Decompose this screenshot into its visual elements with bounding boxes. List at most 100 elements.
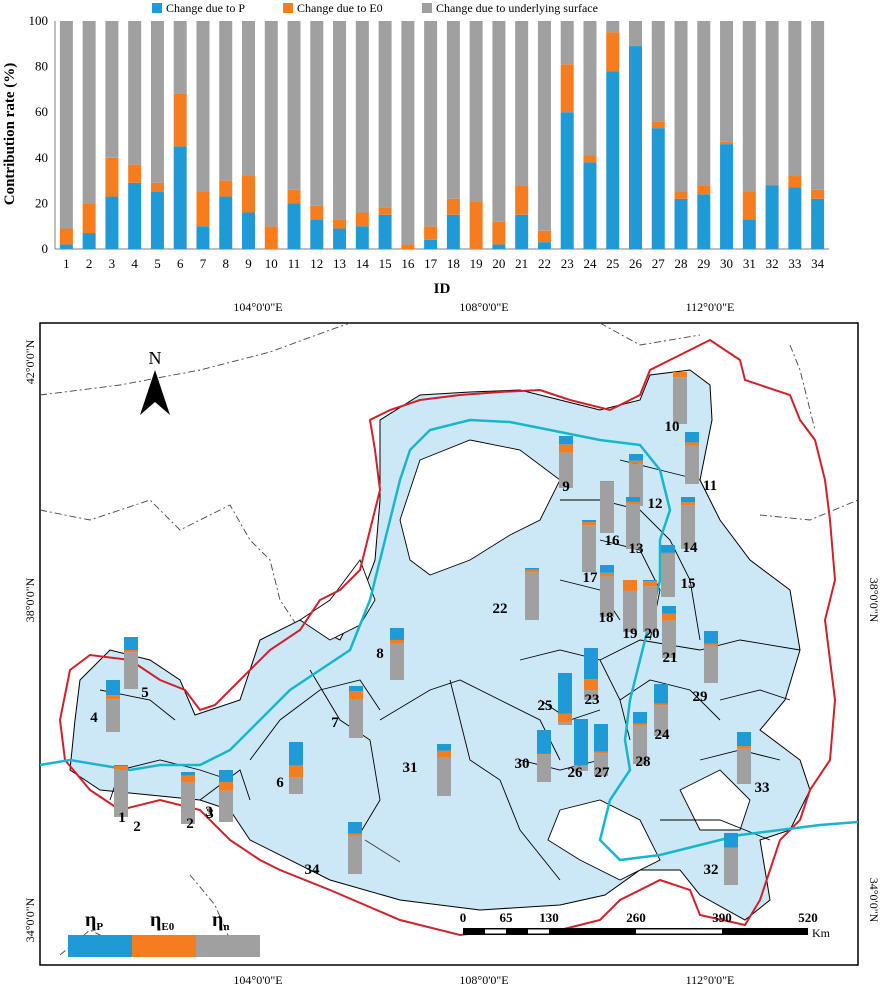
basin-label-extra: 2: [186, 816, 194, 832]
mini-bar-segment-p: [525, 568, 539, 570]
x-tick-label: 29: [697, 256, 710, 271]
mini-bar-segment-e0: [681, 502, 695, 506]
bar-segment-e0: [82, 203, 96, 234]
bar-segment-p: [742, 219, 756, 249]
basin-label: 22: [493, 601, 508, 617]
bar-segment-e0: [537, 230, 551, 243]
bar-segment-n: [674, 21, 688, 192]
bar-segment-n: [401, 21, 415, 245]
scale-tick-label: 0: [460, 910, 467, 925]
north-arrow-icon: [140, 370, 170, 415]
mini-bar-segment-n: [633, 725, 647, 764]
x-tick-label: 13: [333, 256, 346, 271]
bar-segment-e0: [378, 207, 392, 215]
scale-unit-label: Km: [812, 926, 831, 940]
scale-bar: 0 65 130 260 390 520 Km: [460, 910, 831, 940]
bar-segment-n: [515, 21, 529, 186]
bar-segment-p: [150, 192, 164, 249]
legend-eta-e0-symbol: η: [150, 909, 161, 931]
basin-label: 32: [704, 862, 719, 878]
legend-eta-e0: ηE0: [150, 909, 175, 933]
mini-bar-segment-p: [114, 765, 128, 767]
mini-bar-segment-n: [600, 482, 614, 533]
scale-bar-segment: [528, 929, 549, 934]
mini-bar-segment-p: [685, 432, 699, 443]
basin-label: 3: [205, 804, 213, 820]
yellow-river: [39, 418, 859, 862]
scale-tick-label: 130: [539, 910, 559, 925]
bar-segment-n: [697, 21, 711, 186]
bar-segment-n: [606, 21, 620, 33]
bar-segment-p: [583, 162, 597, 249]
basin-label: 4: [90, 710, 98, 726]
lat-label-right-34: 34°0'0"N: [867, 878, 881, 923]
mini-bar-segment-e0: [124, 650, 138, 653]
bar-segment-p: [196, 226, 210, 249]
basin-map: 104°0'0"E 108°0'0"E 112°0'0"E 104°0'0"E …: [23, 300, 881, 987]
mini-bar-segment-e0: [114, 766, 128, 770]
bar-segment-n: [82, 21, 96, 204]
mini-bar-segment-e0: [654, 703, 668, 706]
x-tick-label: 33: [788, 256, 801, 271]
x-tick-label: 4: [131, 256, 138, 271]
scale-tick-label: 65: [500, 910, 514, 925]
basin-label: 17: [583, 570, 599, 586]
lon-label-top-108: 108°0'0"E: [459, 300, 508, 314]
basin-label: 15: [681, 576, 696, 592]
mini-bar-segment-n: [537, 754, 551, 782]
bar-segment-p: [424, 239, 438, 249]
bar-segment-p: [492, 244, 506, 249]
mini-bar-segment-e0: [685, 442, 699, 446]
mini-bar-segment-p: [437, 744, 451, 751]
lon-label-top-112: 112°0'0"E: [686, 300, 735, 314]
y-tick-label: 80: [35, 59, 48, 74]
legend-eta-p-symbol: η: [85, 909, 96, 931]
bar-segment-e0: [469, 201, 483, 249]
mini-bar-segment-e0: [629, 460, 643, 464]
bar-segment-n: [196, 21, 210, 192]
bar-segment-n: [287, 21, 301, 190]
y-tick-label: 60: [35, 104, 48, 119]
basin-label: 33: [755, 780, 770, 796]
mini-bar-segment-p: [626, 497, 640, 502]
chart-bars: [59, 21, 825, 249]
mini-bar-segment-p: [704, 631, 718, 644]
lon-label-top-104: 104°0'0"E: [233, 300, 282, 314]
basin-label: 10: [665, 419, 680, 435]
basin-label: 18: [599, 610, 614, 626]
y-tick-label: 100: [29, 13, 49, 28]
chart-legend: Change due to P Change due to E0 Change …: [152, 1, 598, 15]
mini-bar-segment-e0: [600, 481, 614, 483]
mini-bar-segment-n: [704, 645, 718, 683]
scale-tick-label: 520: [798, 910, 818, 925]
x-tick-label: 30: [720, 256, 733, 271]
x-axis-title: ID: [434, 281, 451, 297]
bar-segment-e0: [515, 185, 529, 215]
mini-bar-segment-n: [600, 576, 614, 617]
mini-bar-segment-n: [629, 463, 643, 506]
x-tick-label: 34: [811, 256, 825, 271]
mini-bar-segment-n: [594, 753, 608, 776]
mini-bar-segment-e0: [633, 723, 647, 725]
x-tick-label: 24: [583, 256, 597, 271]
basin-label: 12: [648, 496, 663, 512]
legend-label-n: Change due to underlying surface: [436, 1, 598, 15]
mini-bar-segment-n: [106, 699, 120, 732]
lon-label-bottom-104: 104°0'0"E: [233, 973, 282, 987]
legend-bar-p: [68, 935, 132, 957]
mini-bar-segment-e0: [582, 522, 596, 526]
bar-segment-p: [378, 214, 392, 249]
bar-segment-n: [128, 21, 142, 165]
bar-segment-e0: [674, 192, 688, 199]
bar-segment-e0: [583, 155, 597, 163]
mini-bar-segment-e0: [661, 552, 675, 555]
mini-bar-segment-n: [114, 769, 128, 817]
bar-segment-n: [629, 21, 642, 47]
mini-bar-segment-p: [219, 770, 233, 782]
scale-bar-outline: [463, 928, 808, 935]
basin-label: 29: [693, 689, 708, 705]
mini-bar-segment-p: [724, 833, 738, 848]
mini-bar-segment-n: [643, 586, 657, 632]
bar-segment-n: [492, 21, 506, 222]
bar-segment-n: [355, 21, 369, 213]
